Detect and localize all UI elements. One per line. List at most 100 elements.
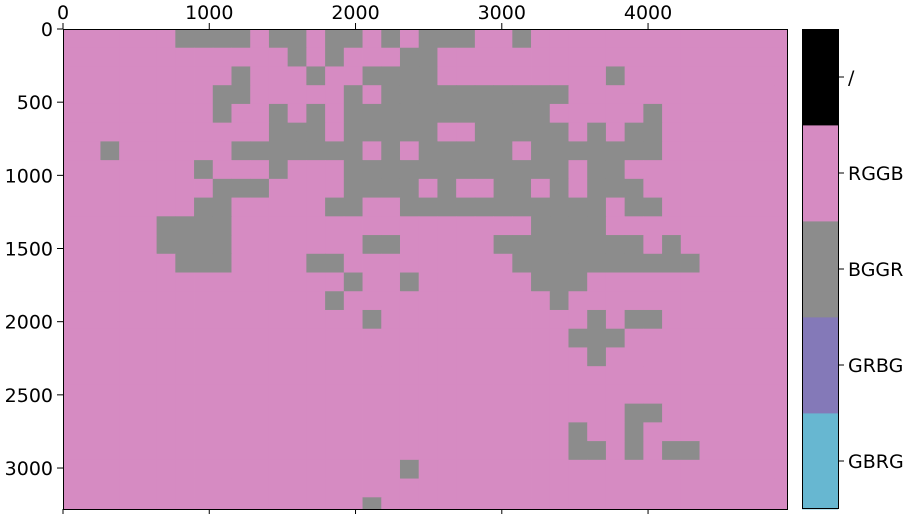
heatmap-cell <box>231 309 251 330</box>
heatmap-cell <box>137 160 158 180</box>
heatmap-cell <box>399 478 420 498</box>
heatmap-cell <box>212 29 232 49</box>
heatmap-cell <box>755 384 775 405</box>
heatmap-cell <box>774 497 788 510</box>
heatmap-cell <box>662 478 682 498</box>
heatmap-cell <box>287 103 307 124</box>
x-tick-label: 4000 <box>624 2 672 24</box>
heatmap-cell <box>287 347 307 367</box>
heatmap-cell <box>250 141 270 161</box>
heatmap-cell <box>81 141 101 161</box>
heatmap-cell <box>736 216 757 236</box>
heatmap-cell <box>418 309 438 330</box>
heatmap-cell <box>549 216 569 236</box>
heatmap-cell <box>699 384 719 405</box>
heatmap-cell <box>624 216 644 236</box>
heatmap-cell <box>680 384 700 405</box>
heatmap-cell <box>624 384 644 405</box>
heatmap-cell <box>531 66 551 86</box>
heatmap-cell <box>325 47 345 67</box>
heatmap-cell <box>81 47 101 67</box>
heatmap-cell <box>736 497 757 510</box>
heatmap-cell <box>325 384 345 405</box>
heatmap-cell <box>755 309 775 330</box>
heatmap-cell <box>268 235 289 255</box>
heatmap-cell <box>755 291 775 311</box>
heatmap-cell <box>493 29 513 49</box>
heatmap-cell <box>568 197 588 217</box>
heatmap-cell <box>100 347 120 367</box>
heatmap-cell <box>399 328 420 348</box>
heatmap-cell <box>381 441 401 461</box>
heatmap-cell <box>662 197 682 217</box>
heatmap-cell <box>568 178 588 198</box>
heatmap-cell <box>755 253 775 273</box>
heatmap-cell <box>531 497 551 510</box>
heatmap-cell <box>287 272 307 292</box>
heatmap-cell <box>512 403 532 423</box>
heatmap-cell <box>512 328 532 348</box>
heatmap-cell <box>587 272 607 292</box>
heatmap-cell <box>680 441 700 461</box>
heatmap-cell <box>212 478 232 498</box>
heatmap-cell <box>325 216 345 236</box>
heatmap-cell <box>287 403 307 423</box>
heatmap-cell <box>418 403 438 423</box>
heatmap-cell <box>587 403 607 423</box>
heatmap-cell <box>306 47 326 67</box>
heatmap-cell <box>587 141 607 161</box>
heatmap-cell <box>381 178 401 198</box>
heatmap-cell <box>137 403 158 423</box>
heatmap-cell <box>587 47 607 67</box>
heatmap-cell <box>568 272 588 292</box>
heatmap-cell <box>175 141 195 161</box>
heatmap-cell <box>63 291 83 311</box>
heatmap-cell <box>699 309 719 330</box>
heatmap-cell <box>362 309 382 330</box>
heatmap-cell <box>512 29 532 49</box>
heatmap-cell <box>100 160 120 180</box>
heatmap-cell <box>493 66 513 86</box>
heatmap-cell <box>306 85 326 105</box>
heatmap-cell <box>362 235 382 255</box>
heatmap-cell <box>287 497 307 510</box>
heatmap-cell <box>568 216 588 236</box>
heatmap-cell <box>474 403 494 423</box>
heatmap-cell <box>437 309 457 330</box>
heatmap-cell <box>137 253 158 273</box>
heatmap-cell <box>699 291 719 311</box>
heatmap-cell <box>231 291 251 311</box>
heatmap-cell <box>474 122 494 142</box>
heatmap-cell <box>680 103 700 124</box>
heatmap-cell <box>418 122 438 142</box>
heatmap-cell <box>643 178 663 198</box>
heatmap-cell <box>325 141 345 161</box>
heatmap-cell <box>156 497 176 510</box>
heatmap-cell <box>325 66 345 86</box>
heatmap-cell <box>156 384 176 405</box>
heatmap-cell <box>325 235 345 255</box>
heatmap-cell <box>549 47 569 67</box>
heatmap-cell <box>325 478 345 498</box>
heatmap-cell <box>100 478 120 498</box>
heatmap-cell <box>250 384 270 405</box>
heatmap-cell <box>212 309 232 330</box>
heatmap-cell <box>437 497 457 510</box>
heatmap-cell <box>287 197 307 217</box>
heatmap-cell <box>718 160 738 180</box>
heatmap-cell <box>212 366 232 386</box>
heatmap-cell <box>306 160 326 180</box>
heatmap-cell <box>175 178 195 198</box>
heatmap-cell <box>512 441 532 461</box>
heatmap-cell <box>680 272 700 292</box>
heatmap-cell <box>699 47 719 67</box>
heatmap-cell <box>699 160 719 180</box>
heatmap-cell <box>137 85 158 105</box>
heatmap-cell <box>568 85 588 105</box>
heatmap-cell <box>643 478 663 498</box>
heatmap-cell <box>662 66 682 86</box>
heatmap-cell <box>493 366 513 386</box>
heatmap-cell <box>699 459 719 479</box>
heatmap-cell <box>456 66 476 86</box>
